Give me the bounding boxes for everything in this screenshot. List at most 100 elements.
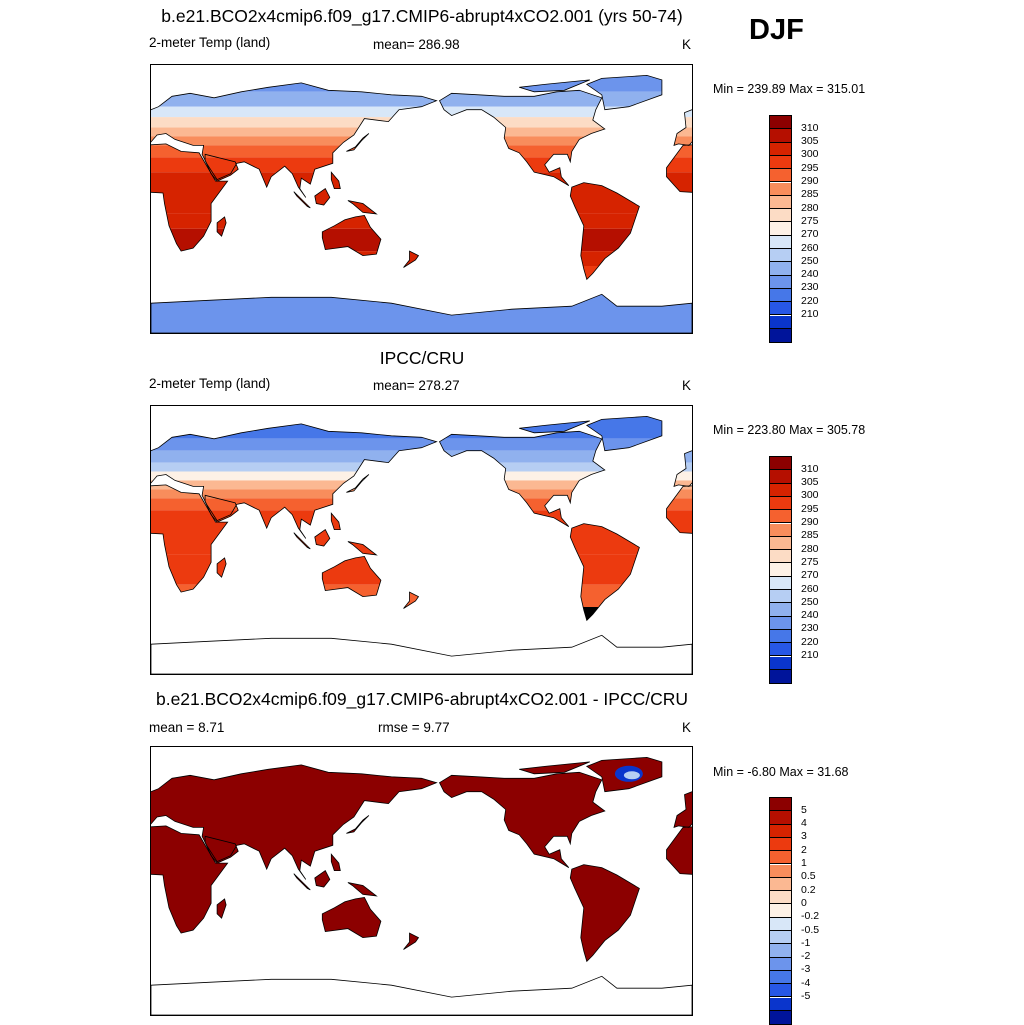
- legend-tick-label: 1: [801, 857, 807, 869]
- legend-swatch: [770, 262, 791, 276]
- legend-tick-label: 285: [801, 529, 819, 542]
- legend-tick-label: -3: [801, 963, 811, 976]
- legend-tick-label: -4: [801, 976, 811, 989]
- legend-tick-label: 260: [801, 241, 819, 254]
- legend-tick-label: 275: [801, 555, 819, 568]
- legend-tick-label: 275: [801, 214, 819, 227]
- legend-tick-label: 305: [801, 135, 819, 148]
- legend-swatch: [770, 957, 791, 971]
- legend-tick-label: 210: [801, 649, 819, 661]
- legend-tick-label: 270: [801, 228, 819, 241]
- legend-swatch: [770, 864, 791, 878]
- legend-tick-label: 220: [801, 294, 819, 307]
- legend-swatch: [770, 142, 791, 156]
- legend-tick-label: 250: [801, 595, 819, 608]
- legend-tick-label: 295: [801, 161, 819, 174]
- legend-swatch: [770, 169, 791, 183]
- legend-tick-label: 0.2: [801, 883, 816, 896]
- legend-swatch: [770, 877, 791, 892]
- legend-swatch: [770, 984, 791, 998]
- temperature-map: [150, 405, 693, 675]
- legend-swatch: [770, 195, 791, 210]
- units-label: K: [682, 720, 692, 735]
- legend-swatch: [770, 1010, 791, 1025]
- legend-swatch: [770, 550, 791, 564]
- legend-swatch: [770, 235, 791, 249]
- legend-swatch: [770, 275, 791, 289]
- panel-observations: IPCC/CRU 2-meter Temp (land) mean= 278.2…: [0, 341, 1024, 685]
- legend-swatch: [770, 129, 791, 143]
- legend-swatch: [770, 302, 791, 316]
- legend-swatch: [770, 917, 791, 931]
- panel-model: b.e21.BCO2x4cmip6.f09_g17.CMIP6-abrupt4x…: [0, 0, 1024, 344]
- legend-tick-label: 260: [801, 582, 819, 595]
- legend-tick-label: 280: [801, 542, 819, 555]
- legend-tick-label: 300: [801, 148, 819, 161]
- legend-swatch: [770, 496, 791, 511]
- units-label: K: [682, 37, 692, 52]
- legend-swatch: [770, 629, 791, 644]
- temperature-map: [150, 64, 693, 334]
- min-max-label: Min = 239.89 Max = 315.01: [713, 82, 866, 96]
- legend-swatch: [770, 116, 791, 130]
- legend-swatch: [770, 811, 791, 825]
- legend-tick-label: 295: [801, 502, 819, 515]
- legend-swatch: [770, 328, 791, 343]
- legend-tick-label: 310: [801, 462, 819, 475]
- legend-tick-label: 285: [801, 188, 819, 201]
- panel-title: b.e21.BCO2x4cmip6.f09_g17.CMIP6-abrupt4x…: [155, 689, 689, 709]
- legend-tick-label: 240: [801, 609, 819, 622]
- rmse-label: rmse = 9.77: [378, 720, 450, 735]
- color-legend: [769, 456, 792, 685]
- legend-swatch: [770, 523, 791, 537]
- mean-label: mean = 8.71: [149, 720, 225, 735]
- legend-swatch: [770, 851, 791, 865]
- legend-swatch: [770, 510, 791, 524]
- legend-swatch: [770, 669, 791, 684]
- legend-tick-label: 290: [801, 516, 819, 528]
- legend-swatch: [770, 288, 791, 303]
- panel-title: b.e21.BCO2x4cmip6.f09_g17.CMIP6-abrupt4x…: [161, 6, 683, 26]
- legend-swatch: [770, 931, 791, 945]
- min-max-label: Min = -6.80 Max = 31.68: [713, 765, 849, 779]
- legend-tick-label: -1: [801, 936, 811, 949]
- difference-map: [150, 746, 693, 1016]
- legend-swatch: [770, 837, 791, 852]
- legend-swatch: [770, 470, 791, 484]
- legend-swatch: [770, 483, 791, 497]
- legend-tick-label: 4: [801, 817, 807, 830]
- legend-tick-label: 280: [801, 201, 819, 214]
- legend-swatch: [770, 576, 791, 590]
- variable-label: 2-meter Temp (land): [149, 376, 271, 391]
- legend-swatch: [770, 798, 791, 812]
- legend-tick-label: 250: [801, 254, 819, 267]
- legend-tick-label: 240: [801, 268, 819, 281]
- legend-swatch: [770, 643, 791, 657]
- legend-tick-label: -0.5: [801, 923, 820, 936]
- legend-swatch: [770, 944, 791, 958]
- legend-tick-label: 230: [801, 622, 819, 635]
- variable-label: 2-meter Temp (land): [149, 35, 271, 50]
- legend-swatch: [770, 182, 791, 196]
- legend-swatch: [770, 970, 791, 985]
- legend-swatch: [770, 616, 791, 630]
- panel-difference: b.e21.BCO2x4cmip6.f09_g17.CMIP6-abrupt4x…: [0, 682, 1024, 1025]
- legend-swatch: [770, 603, 791, 617]
- legend-swatch: [770, 997, 791, 1011]
- legend-tick-label: 300: [801, 489, 819, 502]
- legend-swatch: [770, 656, 791, 670]
- legend-tick-label: 0: [801, 896, 807, 909]
- legend-swatch: [770, 457, 791, 471]
- legend-tick-label: -5: [801, 990, 811, 1002]
- season-label: DJF: [749, 14, 804, 46]
- color-legend: [769, 115, 792, 344]
- legend-tick-label: 230: [801, 281, 819, 294]
- legend-swatch: [770, 563, 791, 577]
- legend-swatch: [770, 536, 791, 551]
- legend-tick-label: 3: [801, 830, 807, 843]
- legend-swatch: [770, 315, 791, 329]
- legend-tick-label: 2: [801, 843, 807, 856]
- legend-tick-label: 0.5: [801, 870, 816, 883]
- min-max-label: Min = 223.80 Max = 305.78: [713, 423, 866, 437]
- legend-swatch: [770, 824, 791, 838]
